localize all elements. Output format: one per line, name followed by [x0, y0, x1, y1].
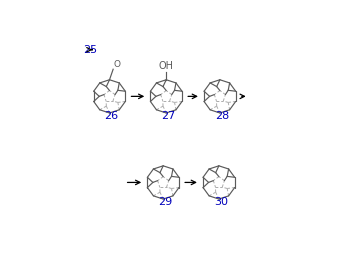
Text: 30: 30 [214, 197, 228, 207]
Text: OH: OH [159, 61, 174, 71]
Text: 26: 26 [104, 111, 119, 121]
Text: 27: 27 [161, 111, 175, 121]
Text: 28: 28 [215, 111, 229, 121]
Text: O: O [114, 60, 121, 69]
Text: 25: 25 [83, 45, 97, 55]
Text: 29: 29 [158, 197, 172, 207]
